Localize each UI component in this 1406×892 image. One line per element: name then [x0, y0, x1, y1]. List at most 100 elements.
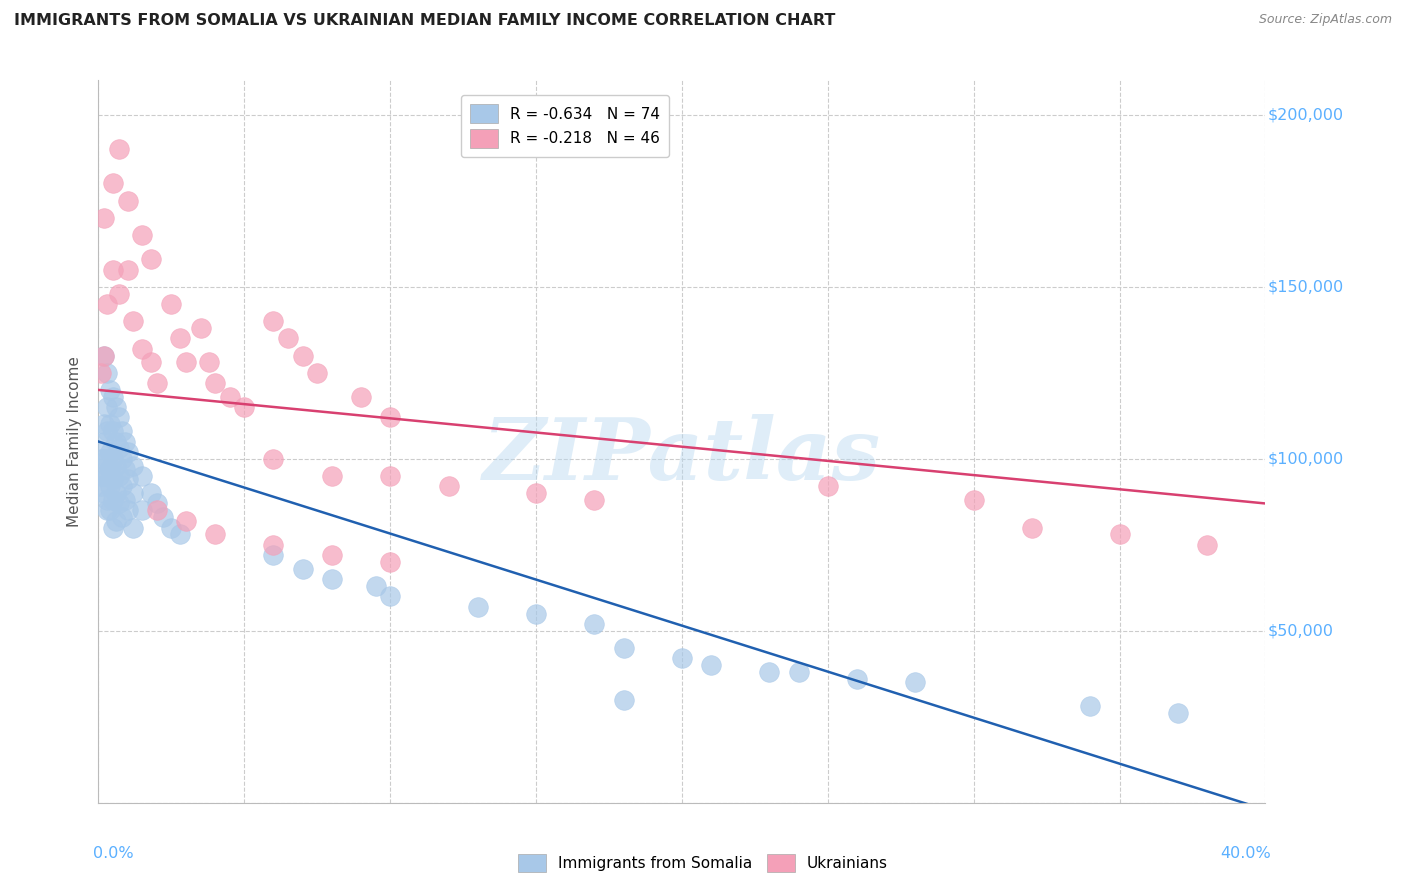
Point	[101, 424, 124, 438]
Point	[962, 493, 984, 508]
Point	[96, 451, 118, 466]
Point	[96, 424, 118, 438]
Point	[93, 486, 115, 500]
Point	[612, 692, 634, 706]
Text: ZIPatlas: ZIPatlas	[482, 414, 882, 498]
Point	[98, 445, 121, 459]
Point	[122, 314, 145, 328]
Point	[350, 390, 373, 404]
Point	[96, 503, 118, 517]
Point	[93, 349, 115, 363]
Point	[321, 469, 343, 483]
Point	[139, 355, 162, 369]
Point	[101, 390, 124, 404]
Point	[190, 321, 212, 335]
Point	[233, 400, 256, 414]
Point	[104, 514, 127, 528]
Point	[169, 331, 191, 345]
Point	[131, 503, 153, 517]
Point	[174, 355, 197, 369]
Point	[101, 177, 124, 191]
Point	[114, 493, 136, 508]
Point	[380, 410, 402, 425]
Text: $150,000: $150,000	[1268, 279, 1344, 294]
Point	[98, 417, 121, 432]
Point	[146, 503, 169, 517]
Point	[524, 607, 547, 621]
Point	[122, 486, 145, 500]
Point	[96, 493, 118, 508]
Point	[122, 458, 145, 473]
Point	[612, 640, 634, 655]
Text: 0.0%: 0.0%	[93, 847, 134, 861]
Point	[380, 469, 402, 483]
Point	[104, 400, 127, 414]
Point	[96, 366, 118, 380]
Point	[467, 599, 489, 614]
Point	[131, 342, 153, 356]
Point	[139, 252, 162, 267]
Text: $200,000: $200,000	[1268, 107, 1344, 122]
Point	[93, 434, 115, 449]
Point	[146, 496, 169, 510]
Legend: R = -0.634   N = 74, R = -0.218   N = 46: R = -0.634 N = 74, R = -0.218 N = 46	[461, 95, 669, 157]
Point	[204, 376, 226, 390]
Point	[122, 520, 145, 534]
Point	[98, 479, 121, 493]
Point	[1080, 699, 1102, 714]
Point	[93, 417, 115, 432]
Point	[262, 451, 284, 466]
Point	[101, 262, 124, 277]
Point	[262, 548, 284, 562]
Point	[198, 355, 221, 369]
Point	[700, 658, 723, 673]
Point	[96, 400, 118, 414]
Point	[758, 665, 780, 679]
Point	[101, 520, 124, 534]
Text: $100,000: $100,000	[1268, 451, 1344, 467]
Point	[111, 451, 134, 466]
Point	[108, 142, 131, 156]
Point	[671, 651, 693, 665]
Point	[108, 286, 131, 301]
Point	[131, 228, 153, 243]
Point	[101, 472, 124, 486]
Point	[117, 445, 139, 459]
Point	[160, 520, 183, 534]
Point	[139, 486, 162, 500]
Point	[90, 366, 112, 380]
Point	[380, 590, 402, 604]
Point	[787, 665, 810, 679]
Point	[380, 555, 402, 569]
Point	[98, 462, 121, 476]
Point	[204, 527, 226, 541]
Point	[117, 262, 139, 277]
Point	[96, 297, 118, 311]
Text: IMMIGRANTS FROM SOMALIA VS UKRAINIAN MEDIAN FAMILY INCOME CORRELATION CHART: IMMIGRANTS FROM SOMALIA VS UKRAINIAN MED…	[14, 13, 835, 29]
Point	[131, 469, 153, 483]
Point	[101, 493, 124, 508]
Point	[98, 503, 121, 517]
Point	[104, 486, 127, 500]
Point	[111, 479, 134, 493]
Point	[90, 479, 112, 493]
Point	[108, 410, 131, 425]
Point	[1021, 520, 1043, 534]
Point	[152, 510, 174, 524]
Point	[93, 469, 115, 483]
Point	[321, 572, 343, 586]
Point	[117, 472, 139, 486]
Y-axis label: Median Family Income: Median Family Income	[67, 356, 83, 527]
Point	[93, 211, 115, 225]
Point	[93, 451, 115, 466]
Point	[321, 548, 343, 562]
Point	[262, 314, 284, 328]
Point	[111, 424, 134, 438]
Point	[262, 538, 284, 552]
Point	[307, 366, 329, 380]
Point	[1167, 706, 1189, 721]
Point	[437, 479, 460, 493]
Point	[904, 675, 927, 690]
Point	[291, 349, 314, 363]
Point	[104, 458, 127, 473]
